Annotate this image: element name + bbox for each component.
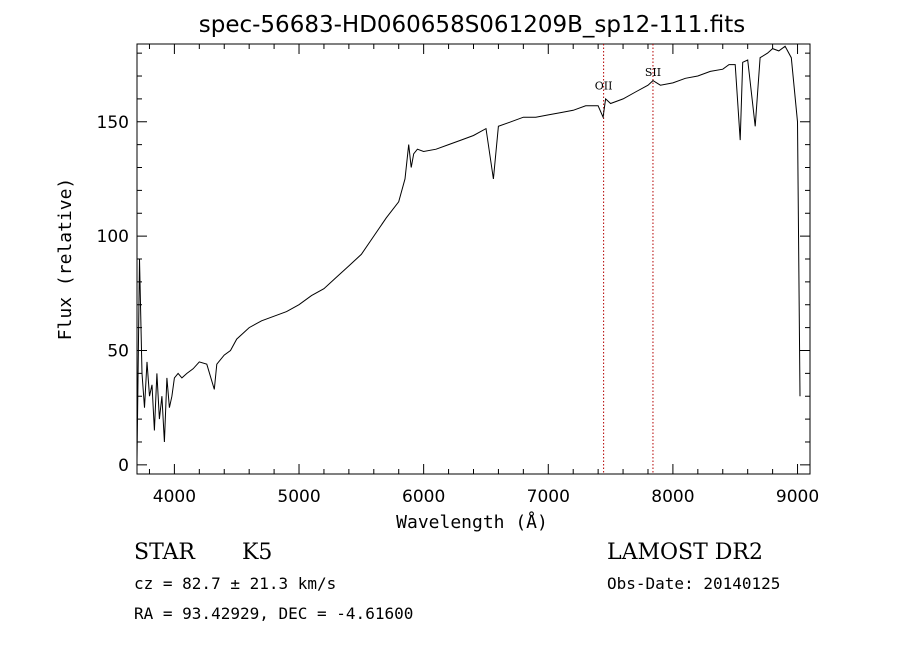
x-tick-label: 6000	[402, 487, 445, 507]
y-tick-label: 150	[97, 113, 129, 133]
spectral-subclass: K5	[242, 540, 272, 565]
object-type: STAR	[134, 540, 196, 565]
spectrum-line	[136, 45, 801, 461]
line-annotations: OII SII	[595, 66, 661, 93]
x-axis-label: Wavelength (Å)	[396, 511, 548, 533]
reference-lines	[603, 44, 654, 474]
y-axis-label: Flux (relative)	[55, 178, 76, 341]
survey-name: LAMOST DR2	[607, 540, 763, 565]
line-label: SII	[645, 66, 661, 79]
redshift-cz: cz = 82.7 ± 21.3 km/s	[134, 574, 336, 593]
x-tick-label: 8000	[651, 487, 694, 507]
chart-title: spec-56683-HD060658S061209B_sp12-111.fit…	[199, 12, 745, 38]
y-tick-label: 0	[118, 456, 129, 476]
observation-date: Obs-Date: 20140125	[607, 574, 780, 593]
plot-frame	[136, 43, 811, 475]
y-tick-label: 50	[107, 341, 129, 361]
coordinates: RA = 93.42929, DEC = -4.61600	[134, 604, 413, 623]
y-axis-ticks: 0 50 100 150	[97, 52, 810, 476]
x-tick-label: 9000	[776, 487, 819, 507]
line-label: OII	[595, 80, 613, 93]
x-axis-ticks: 4000 5000 6000 7000 8000 9000	[148, 44, 819, 507]
x-tick-label: 7000	[527, 487, 570, 507]
y-tick-label: 100	[97, 227, 129, 247]
x-tick-label: 5000	[277, 487, 320, 507]
x-tick-label: 4000	[153, 487, 196, 507]
